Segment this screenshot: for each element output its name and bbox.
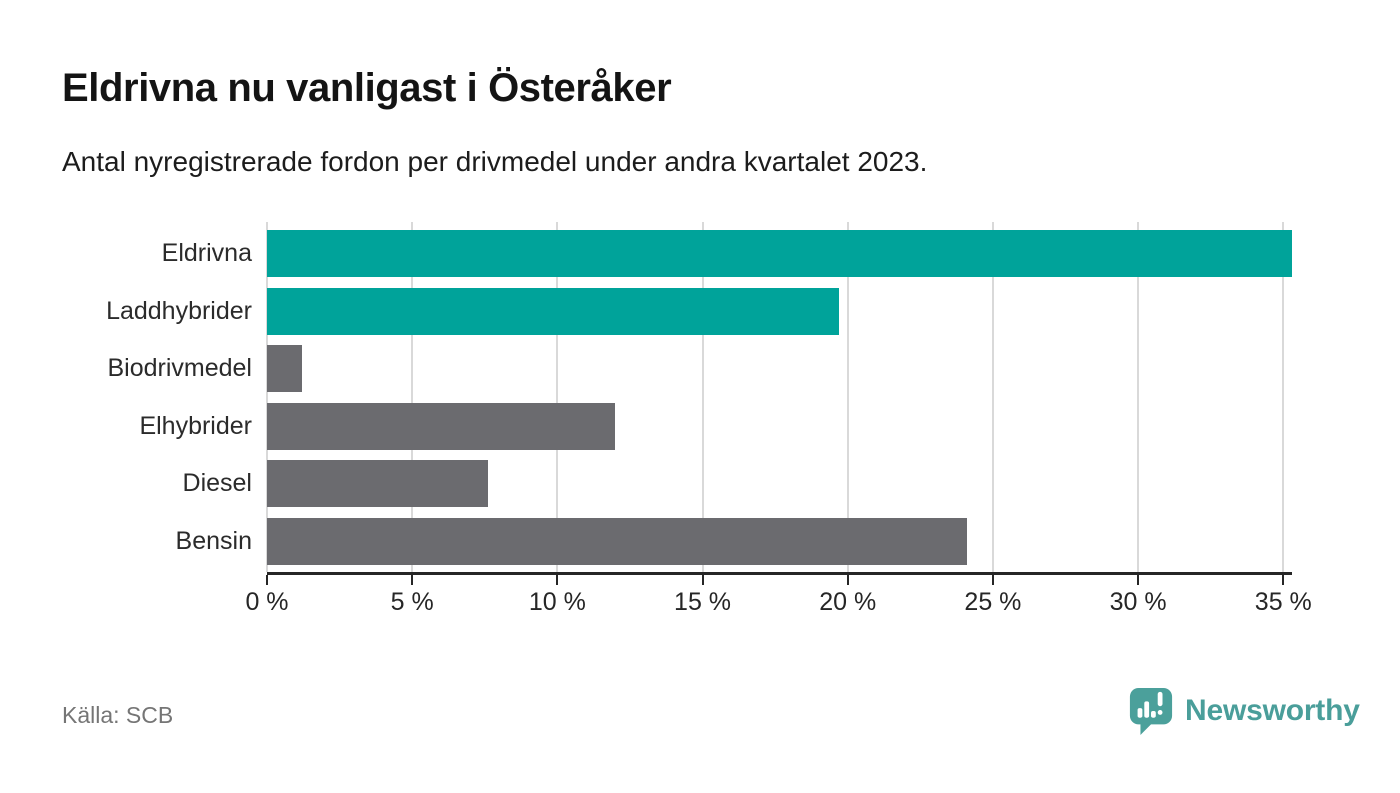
bar-track bbox=[267, 460, 1292, 508]
chart-row-diesel: Diesel bbox=[62, 460, 1292, 508]
x-tick-label-5: 5 % bbox=[390, 588, 434, 616]
x-tick-30 bbox=[1137, 575, 1140, 585]
bar-rows: Eldrivna Laddhybrider Biodrivmedel Elhybrid… bbox=[62, 230, 1292, 565]
x-tick-label-10: 10 % bbox=[528, 588, 586, 616]
newsworthy-logo-icon bbox=[1129, 688, 1173, 735]
category-label: Eldrivna bbox=[161, 239, 252, 267]
x-axis-line bbox=[267, 572, 1292, 575]
x-tick-10 bbox=[556, 575, 559, 585]
chart-row-eldrivna: Eldrivna bbox=[62, 230, 1292, 277]
bar-track bbox=[267, 517, 1292, 565]
bar-biodrivmedel bbox=[267, 345, 302, 393]
x-tick-25 bbox=[991, 575, 994, 585]
gridline-35 bbox=[1282, 222, 1285, 572]
category-label: Laddhybrider bbox=[106, 296, 252, 325]
newsworthy-logo-text: Newsworthy bbox=[1185, 694, 1360, 727]
x-tick-label-35: 35 % bbox=[1254, 588, 1312, 616]
x-tick-20 bbox=[846, 575, 849, 585]
bar-laddhybrider bbox=[267, 287, 840, 335]
gridline-15 bbox=[701, 222, 704, 572]
bar-track bbox=[267, 345, 1292, 393]
chart-row-biodrivmedel: Biodrivmedel bbox=[62, 345, 1292, 393]
logo-exclamation-dot bbox=[1157, 710, 1163, 715]
newsworthy-brand[interactable]: Newsworthy bbox=[1128, 686, 1360, 736]
category-label: Biodrivmedel bbox=[107, 354, 252, 383]
bar-diesel bbox=[267, 460, 488, 508]
bar-bensin bbox=[267, 517, 967, 565]
bar-elhybrider bbox=[267, 402, 616, 450]
source-note: Källa: SCB bbox=[62, 702, 174, 728]
bar-chart: Eldrivna Laddhybrider Biodrivmedel Elhybrid… bbox=[62, 222, 1312, 642]
gridline-0 bbox=[266, 222, 268, 572]
x-tick-label-15: 15 % bbox=[674, 588, 732, 616]
gridline-30 bbox=[1137, 222, 1140, 572]
chart-row-laddhybrider: Laddhybrider bbox=[62, 287, 1292, 335]
x-axis-ticks: 0 % 5 % 10 % 15 % 20 % 25 % 30 % 35 % bbox=[245, 222, 1312, 642]
gridline-25 bbox=[991, 222, 994, 572]
x-tick-label-25: 25 % bbox=[964, 588, 1022, 616]
category-label: Bensin bbox=[175, 526, 252, 555]
logo-bar-small bbox=[1151, 711, 1156, 718]
plot-area bbox=[266, 222, 1292, 572]
bar-track bbox=[267, 287, 1292, 335]
x-tick-label-0: 0 % bbox=[245, 588, 289, 616]
logo-bar-short bbox=[1137, 708, 1143, 718]
x-tick-label-20: 20 % bbox=[819, 588, 877, 616]
page-title: Eldrivna nu vanligast i Österåker bbox=[62, 66, 672, 110]
chart-row-elhybrider: Elhybrider bbox=[62, 402, 1292, 450]
category-label: Diesel bbox=[182, 469, 252, 498]
x-tick-0 bbox=[266, 575, 268, 585]
page-subtitle: Antal nyregistrerade fordon per drivmede… bbox=[62, 146, 928, 177]
gridline-10 bbox=[556, 222, 559, 572]
bar-track bbox=[267, 230, 1292, 277]
category-label: Elhybrider bbox=[139, 411, 252, 440]
x-tick-15 bbox=[701, 575, 704, 585]
chart-row-bensin: Bensin bbox=[62, 517, 1292, 565]
bar-track bbox=[267, 402, 1292, 450]
x-tick-label-30: 30 % bbox=[1109, 588, 1167, 616]
x-tick-35 bbox=[1282, 575, 1285, 585]
gridline-20 bbox=[846, 222, 849, 572]
logo-exclamation-bar bbox=[1157, 691, 1163, 707]
x-tick-5 bbox=[411, 575, 414, 585]
bar-eldrivna bbox=[267, 230, 1292, 277]
logo-bar-tall bbox=[1144, 701, 1150, 718]
gridline-5 bbox=[411, 222, 414, 572]
